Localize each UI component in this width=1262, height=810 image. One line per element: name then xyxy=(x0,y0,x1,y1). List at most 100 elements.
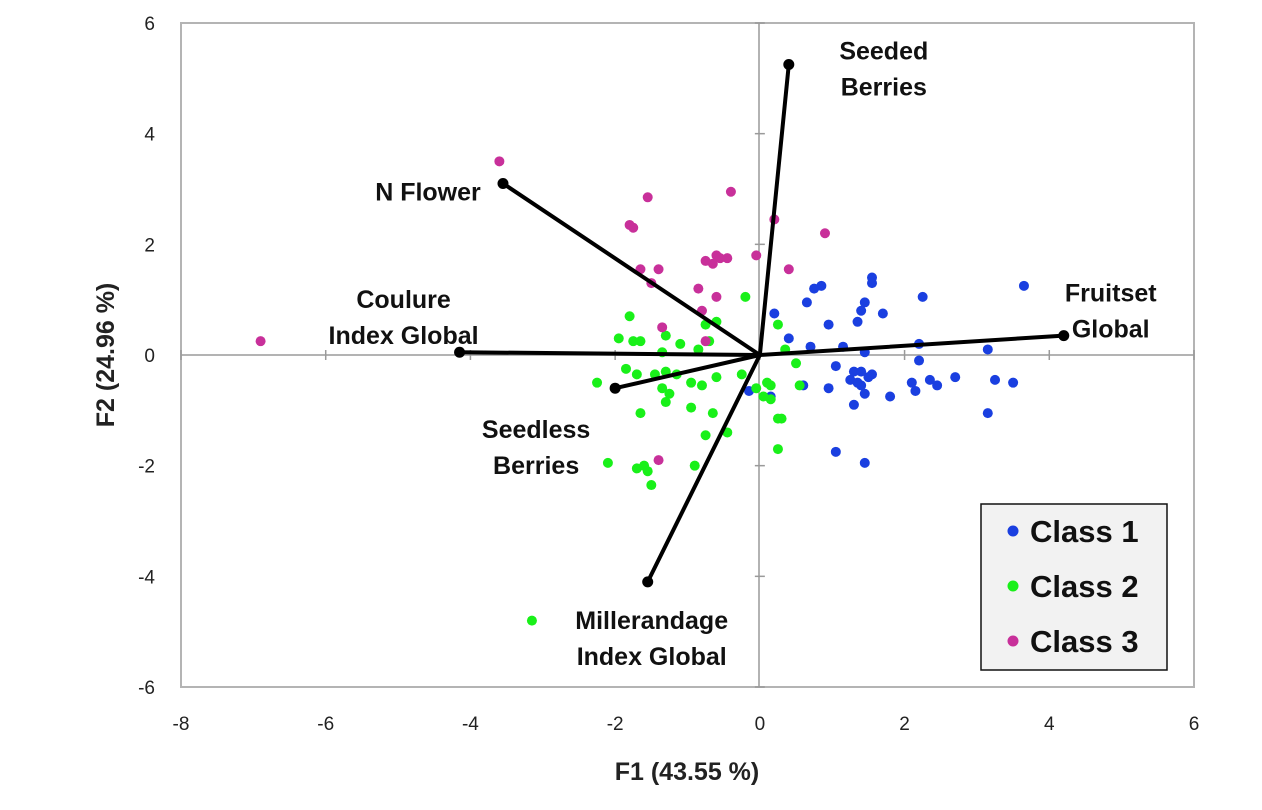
class-1-point xyxy=(783,333,794,344)
class-1-point xyxy=(982,344,993,355)
millerandage-index-global-vector xyxy=(645,353,762,584)
loading-vectors: Seeded Berries N Flower Coulure Index Global… xyxy=(329,38,1158,671)
legend-marker-class-1 xyxy=(1007,525,1019,537)
class-1-point xyxy=(859,457,870,468)
class-1-point xyxy=(801,297,812,308)
class-1-point xyxy=(950,372,961,383)
class-2-point xyxy=(693,344,704,355)
x-axis-title: F1 (43.55 %) xyxy=(615,758,760,786)
class-2-point xyxy=(689,460,700,471)
class-3-point xyxy=(653,264,664,275)
class-3-point xyxy=(751,250,762,261)
class-2-point xyxy=(664,388,675,399)
class-3-point xyxy=(255,336,266,347)
n-flower-vector-label: N Flower xyxy=(375,178,481,206)
class-1-point xyxy=(848,399,859,410)
seedless-berries-vector-end xyxy=(609,382,621,394)
class-1-point xyxy=(932,380,943,391)
class-1-point xyxy=(859,388,870,399)
fruitset-global-vector xyxy=(757,333,1066,357)
class-2-point xyxy=(646,480,657,491)
class-2-point xyxy=(765,380,776,391)
fruitset-global-vector-label: Fruitset Global xyxy=(1065,280,1157,344)
class-1-point xyxy=(859,297,870,308)
x-tick-label: 4 xyxy=(1044,714,1055,735)
class-2-point xyxy=(751,383,762,394)
seedless-berries-vector xyxy=(613,353,762,391)
y-tick-label: 4 xyxy=(144,125,155,146)
y-tick-label: 2 xyxy=(144,235,155,256)
class-2-point xyxy=(711,372,722,383)
class-1-point xyxy=(823,319,834,330)
class-2-point xyxy=(791,358,802,369)
class-3-point xyxy=(725,186,736,197)
class-1-point xyxy=(856,366,867,377)
class-2-point xyxy=(660,330,671,341)
class-1-point xyxy=(910,385,921,396)
class-1-point xyxy=(863,372,874,383)
class-1-point xyxy=(877,308,888,319)
class-3-point xyxy=(707,258,718,269)
millerandage-index-global-vector-end xyxy=(642,576,654,588)
y-tick-label: -2 xyxy=(138,457,155,478)
class-2-point xyxy=(624,311,635,322)
class-2-point xyxy=(675,338,686,349)
x-tick-label: 6 xyxy=(1189,714,1200,735)
class-2-point xyxy=(707,408,718,419)
y-axis-title: F2 (24.96 %) xyxy=(92,283,120,428)
class-3-point xyxy=(700,336,711,347)
class-1-point xyxy=(924,374,935,385)
class-2-point xyxy=(772,319,783,330)
class-2-point xyxy=(772,444,783,455)
class-1-point xyxy=(856,305,867,316)
class-3-point xyxy=(711,291,722,302)
class-1-point xyxy=(823,383,834,394)
class-2-point xyxy=(772,413,783,424)
n-flower-vector-end xyxy=(497,177,509,189)
x-tick-label: -8 xyxy=(173,714,190,735)
class-2-point xyxy=(765,394,776,405)
class-1-point xyxy=(917,291,928,302)
class-2-point xyxy=(602,457,613,468)
seedless-berries-vector-label: Seedless Berries xyxy=(482,416,590,480)
class-1-point xyxy=(982,408,993,419)
class-1-point xyxy=(848,366,859,377)
class-2-point xyxy=(642,466,653,477)
class-2-point xyxy=(526,615,537,626)
class-2-point xyxy=(613,333,624,344)
class-2-point xyxy=(631,369,642,380)
x-tick-label: 0 xyxy=(755,714,766,735)
class-2-point xyxy=(696,380,707,391)
seeded-berries-vector xyxy=(757,62,791,357)
class-2-point xyxy=(686,377,697,388)
class-3-point xyxy=(653,455,664,466)
class-2-point xyxy=(686,402,697,413)
y-tick-label: -6 xyxy=(138,678,155,699)
legend-label-class-3: Class 3 xyxy=(1030,624,1139,659)
class-2-point xyxy=(635,408,646,419)
coulure-index-global-vector-label: Coulure Index Global xyxy=(329,286,479,350)
class-2-point xyxy=(620,363,631,374)
seeded-berries-vector-label: Seeded Berries xyxy=(839,38,928,102)
class-1-point xyxy=(769,308,780,319)
n-flower-vector xyxy=(500,181,762,357)
seeded-berries-vector-end xyxy=(783,59,795,70)
class-1-point xyxy=(830,361,841,372)
class-2-point xyxy=(794,380,805,391)
class-1-point xyxy=(809,283,820,294)
tick-labels: -8 -6 -4 -2 0 2 4 6 -6 -4 -2 0 2 4 6 xyxy=(138,14,1199,735)
legend-label-class-2: Class 2 xyxy=(1030,569,1139,604)
class-2-point xyxy=(660,397,671,408)
class-1-point xyxy=(805,341,816,352)
class-2-point xyxy=(736,369,747,380)
x-tick-label: 2 xyxy=(899,714,910,735)
class-3-point xyxy=(722,253,733,264)
class-2-point xyxy=(700,430,711,441)
legend-marker-class-2 xyxy=(1007,580,1019,592)
class-1-point xyxy=(990,374,1001,385)
class-1-point xyxy=(852,377,863,388)
x-tick-label: -6 xyxy=(317,714,334,735)
legend: Class 1 Class 2 Class 3 xyxy=(980,503,1168,671)
class-3-point xyxy=(642,192,653,203)
